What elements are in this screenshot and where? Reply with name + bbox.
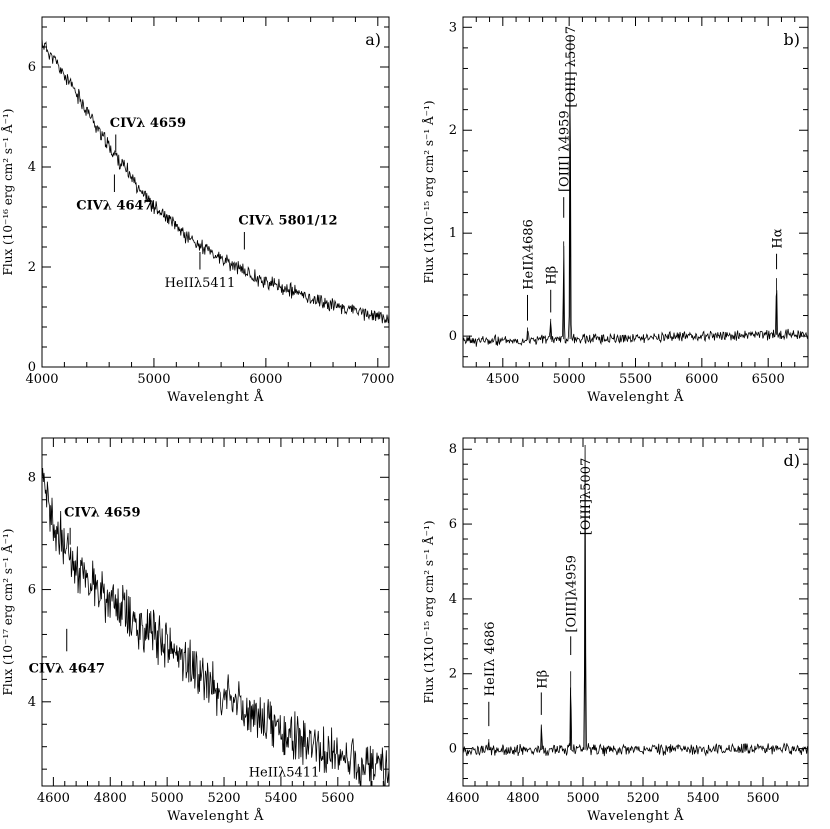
x-tick-label: 6000 [685,372,718,387]
x-tick-label: 5000 [553,372,586,387]
spectrum-line [463,444,808,757]
panel-label: d) [784,451,800,470]
x-tick-label: 5200 [626,791,659,806]
line-annotation: [OIII] λ5007 [564,26,579,108]
line-annotation: HeIIλ 4686 [483,621,498,696]
x-tick-label: 5200 [207,791,240,806]
x-tick-label: 5500 [619,372,652,387]
y-tick-label: 0 [449,329,457,344]
plot-frame [462,16,809,368]
line-annotation: [OIII]λ5007 [579,458,594,536]
plot-frame [41,16,390,368]
x-tick-label: 4600 [446,791,479,806]
panel-b: 4500 5000 5500 6000 6500 0 1 2 3 Wavelenght Å Flux… [421,16,809,405]
y-axis-label: Flux (10⁻¹⁶ erg cm² s⁻¹ Å⁻¹) [0,109,15,276]
x-axis-label: Wavelenght Å [167,808,264,824]
panel-label: a) [365,30,381,49]
y-tick-label: 4 [449,592,457,607]
line-annotation: Hα [771,228,786,248]
x-tick-label: 5400 [686,791,719,806]
y-tick-label: 8 [28,470,36,485]
panel-a: 4000 5000 6000 7000 0 2 4 6 Wavelenght Å Flux (10… [0,16,394,405]
line-annotation: [OIII]λ4959 [565,555,580,633]
line-annotation: [OIII] λ4959 [558,110,573,192]
x-tick-label: 4800 [506,791,539,806]
y-tick-label: 1 [449,226,457,241]
y-tick-label: 2 [449,123,457,138]
x-tick-label: 4500 [486,372,519,387]
spectrum-line [42,37,389,324]
line-annotation: Hβ [535,670,550,689]
y-tick-label: 4 [28,695,36,710]
x-axis-label: Wavelenght Å [587,808,684,824]
panel-label: b) [784,30,800,49]
plot-frame [41,437,390,787]
x-tick-label: 5000 [151,791,184,806]
x-tick-label: 5600 [321,791,354,806]
x-tick-label: 5000 [137,372,170,387]
y-tick-label: 0 [28,360,36,375]
y-tick-label: 6 [28,60,36,75]
line-annotation: HeIIλ5411 [165,276,236,291]
x-tick-label: 4600 [37,791,70,806]
line-annotation: HeIIλ5411 [249,765,320,780]
y-axis-label: Flux (1X10⁻¹⁵ erg cm² s⁻¹ Å⁻¹) [421,100,436,283]
y-tick-label: 2 [28,260,36,275]
y-tick-label: 6 [449,517,457,532]
x-tick-label: 4000 [25,372,58,387]
panel-d: 4600 4800 5000 5200 5400 5600 0 2 4 6 8 Wavelenght … [421,437,809,824]
line-annotation: CIVλ 4647 [76,199,152,214]
y-axis-label: Flux (1X10⁻¹⁵ erg cm² s⁻¹ Å⁻¹) [421,520,436,703]
y-tick-label: 2 [449,667,457,682]
line-annotation: CIVλ 4647 [29,662,105,677]
spectrum-line [42,468,389,786]
x-tick-label: 4800 [94,791,127,806]
line-annotation: CIVλ 4659 [64,506,140,521]
x-tick-label: 5000 [566,791,599,806]
y-tick-label: 8 [449,442,457,457]
x-axis-label: Wavelenght Å [167,389,264,405]
x-tick-label: 7000 [361,372,394,387]
x-tick-label: 5600 [746,791,779,806]
panel-c: 4600 4800 5000 5200 5400 5600 4 6 8 Wavelenght Å F… [0,437,390,824]
spectrum-line [463,35,808,347]
line-annotation: CIVλ 5801/12 [238,214,337,229]
y-tick-label: 4 [28,160,36,175]
x-tick-label: 6000 [249,372,282,387]
y-tick-label: 3 [449,20,457,35]
x-axis-label: Wavelenght Å [587,389,684,405]
x-tick-label: 6500 [752,372,785,387]
line-annotation: CIVλ 4659 [110,116,186,131]
x-tick-label: 5400 [264,791,297,806]
y-tick-label: 6 [28,583,36,598]
y-tick-label: 0 [449,742,457,757]
plot-frame [462,437,809,787]
line-annotation: HeIIλ4686 [521,219,536,290]
line-annotation: Hβ [545,266,560,285]
y-axis-label: Flux (10⁻¹⁷ erg cm² s⁻¹ Å⁻¹) [0,529,15,696]
